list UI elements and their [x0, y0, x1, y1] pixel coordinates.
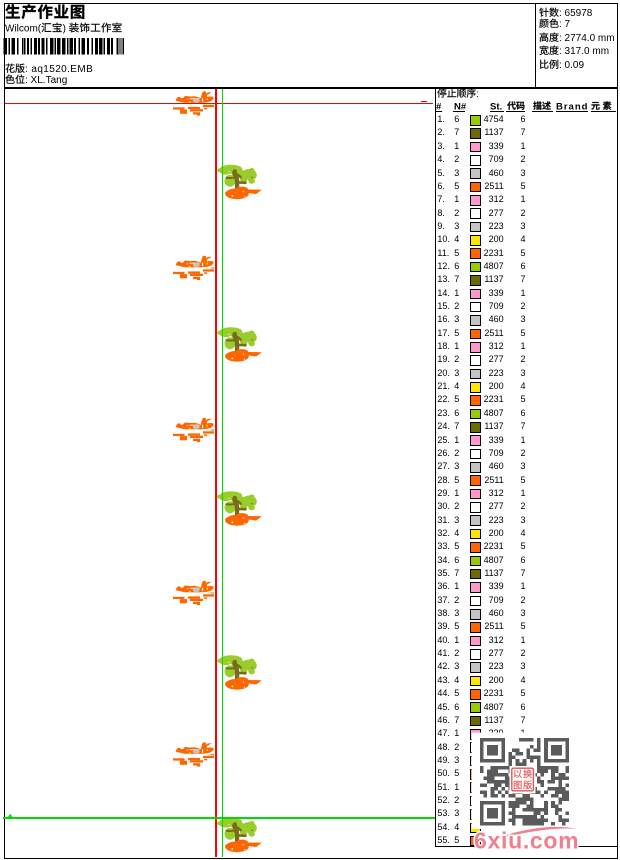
svg-text:6xiu.com: 6xiu.com — [474, 827, 579, 853]
svg-text:Wilcom(: Wilcom( — [5, 24, 42, 35]
svg-text:: aq1520.EMB: : aq1520.EMB — [25, 64, 93, 75]
svg-text:: 2774.0 mm: : 2774.0 mm — [559, 33, 615, 44]
svg-text:): ) — [62, 24, 68, 35]
svg-text:: 7: : 7 — [559, 19, 571, 30]
svg-text:: 65978: : 65978 — [559, 8, 593, 19]
svg-text:Brand: Brand — [556, 101, 588, 112]
svg-text:N#: N# — [454, 101, 467, 112]
svg-text:#: # — [436, 101, 442, 112]
svg-text:St.: St. — [490, 101, 502, 112]
svg-text::: : — [476, 89, 479, 100]
svg-text:: 317.0 mm: : 317.0 mm — [559, 46, 609, 57]
svg-text:: XL.Tang: : XL.Tang — [25, 75, 67, 86]
svg-text:: 0.09: : 0.09 — [559, 60, 584, 71]
